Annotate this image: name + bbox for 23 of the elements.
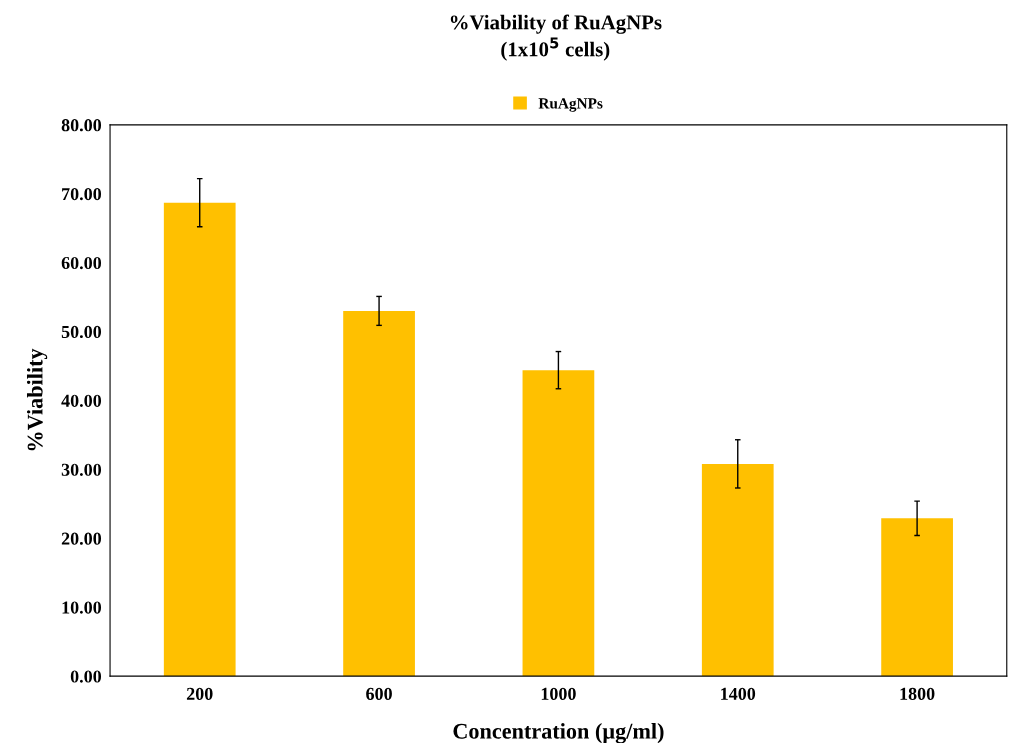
x-tick-label: 200: [186, 687, 213, 700]
y-tick-label: 0.00: [70, 670, 102, 683]
bar: [522, 370, 595, 677]
chart-title: %Viability of RuAgNPs (1x10$^{5}$ cells): [450, 14, 662, 61]
y-axis-title: %Viability: [26, 348, 48, 451]
y-tick-label: 10.00: [62, 601, 102, 614]
x-tick-label: 1800: [900, 687, 935, 700]
bar: [701, 463, 774, 677]
legend-label: RuAgNPs: [538, 98, 603, 112]
y-tick-label: 50.00: [61, 325, 102, 339]
y-tick-label: 40.00: [61, 394, 102, 407]
x-tick-label: 1400: [721, 687, 756, 700]
x-tick-label: 1000: [541, 687, 576, 700]
x-tick-label: 600: [366, 687, 392, 700]
y-tick-label: 20.00: [61, 532, 102, 545]
bar: [163, 202, 236, 677]
y-tick-label: 70.00: [62, 187, 102, 201]
y-tick-label: 60.00: [61, 256, 102, 270]
x-axis-title: Concentration (µg/ml): [453, 723, 664, 743]
y-tick-label: 80.00: [61, 119, 102, 132]
y-tick-label: 30.00: [61, 463, 102, 476]
bar: [881, 518, 953, 677]
bar: [343, 310, 415, 677]
